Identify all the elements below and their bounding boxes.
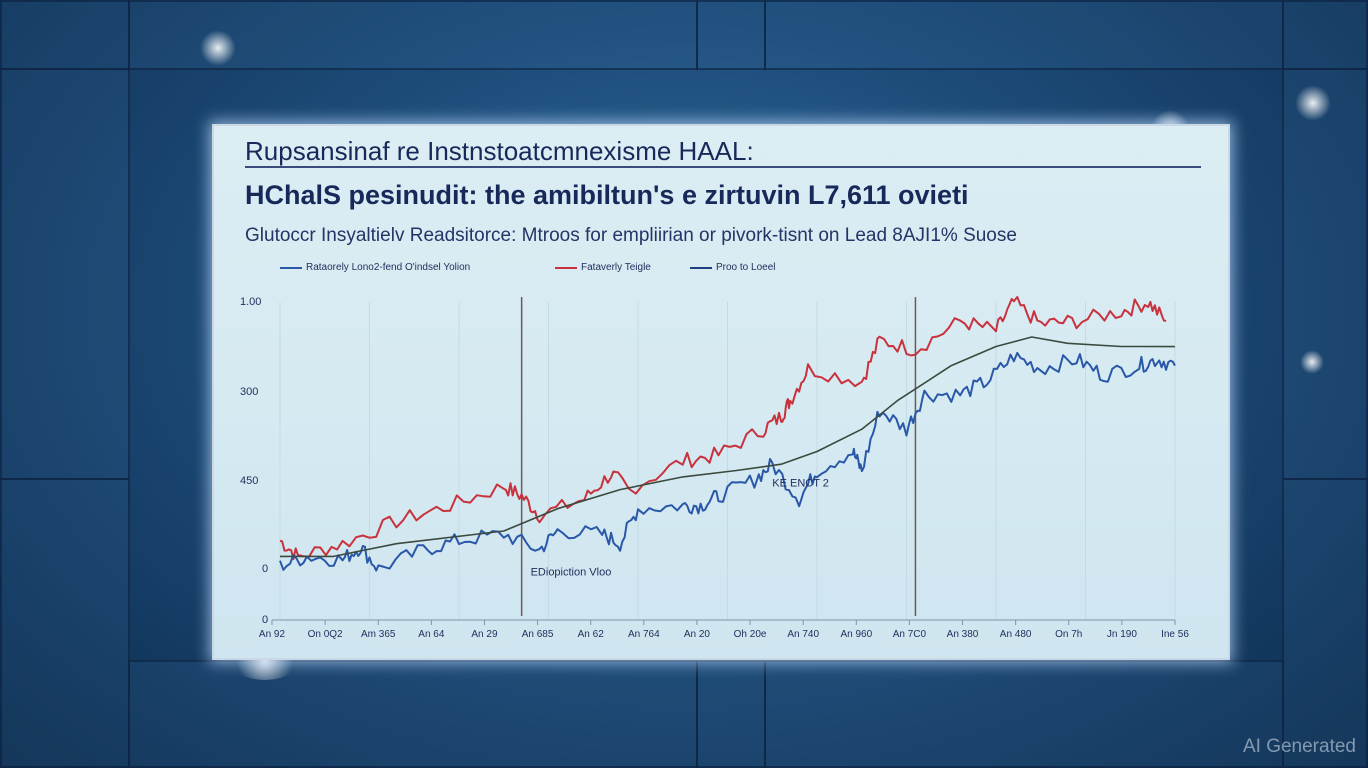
series-line: [280, 336, 1176, 558]
chart-subtitle: Glutoccr Insyaltielv Readsitorce: Mtroos…: [245, 225, 1017, 246]
series-line: [279, 296, 1167, 561]
legend-item-3: Proo to Loeel: [690, 262, 776, 273]
x-tick-label: An 7C0: [893, 629, 927, 640]
x-tick-label: An 64: [418, 629, 445, 640]
series-line: [279, 351, 1176, 572]
y-tick-label: 450: [240, 475, 259, 487]
annotation-label: KE ENCT 2: [772, 477, 829, 489]
x-tick-label: An 92: [259, 629, 286, 640]
legend-swatch: [280, 266, 302, 269]
legend-item-1: Rataorely Lono2-fend O'indsel Yolion: [280, 262, 470, 273]
x-tick-label: An 20: [684, 629, 711, 640]
x-tick-label: An 29: [471, 629, 498, 640]
chart-panel: [212, 124, 1230, 660]
y-tick-label: 300: [240, 386, 259, 398]
x-tick-label: Oh 20e: [734, 629, 767, 640]
annotation-label: EDiopiction Vloo: [531, 566, 612, 578]
chart-title: Rupsansinaf re Instnstoatcmnexisme HAAL:: [245, 136, 754, 166]
y-tick-label: 0: [262, 563, 269, 575]
x-tick-label: On 7h: [1055, 629, 1082, 640]
x-tick-label: An 480: [1000, 629, 1032, 640]
y-tick-label: 1.00: [240, 296, 262, 308]
x-tick-label: Ine 56: [1161, 629, 1189, 640]
x-tick-label: Jn 190: [1107, 629, 1137, 640]
x-tick-label: An 380: [947, 629, 979, 640]
x-tick-label: An 764: [628, 629, 660, 640]
legend-label: Fataverly Teigle: [581, 262, 651, 273]
legend-label: Proo to Loeel: [716, 262, 776, 273]
x-tick-label: An 960: [840, 629, 872, 640]
watermark: AI Generated: [1242, 736, 1356, 757]
legend-item-2: Fataverly Teigle: [555, 262, 651, 273]
title-divider: [245, 166, 1201, 168]
y-tick-label: 0: [262, 614, 269, 626]
legend-swatch: [555, 266, 577, 269]
legend-swatch: [690, 266, 712, 269]
x-tick-label: On 0Q2: [308, 629, 343, 640]
x-tick-label: An 685: [522, 629, 554, 640]
chart-headline: HChalS pesinudit: the amibiltun's e zirt…: [245, 180, 969, 210]
x-tick-label: An 62: [578, 629, 605, 640]
x-tick-label: Am 365: [361, 629, 396, 640]
legend-label: Rataorely Lono2-fend O'indsel Yolion: [306, 262, 471, 273]
x-tick-label: An 740: [787, 629, 819, 640]
